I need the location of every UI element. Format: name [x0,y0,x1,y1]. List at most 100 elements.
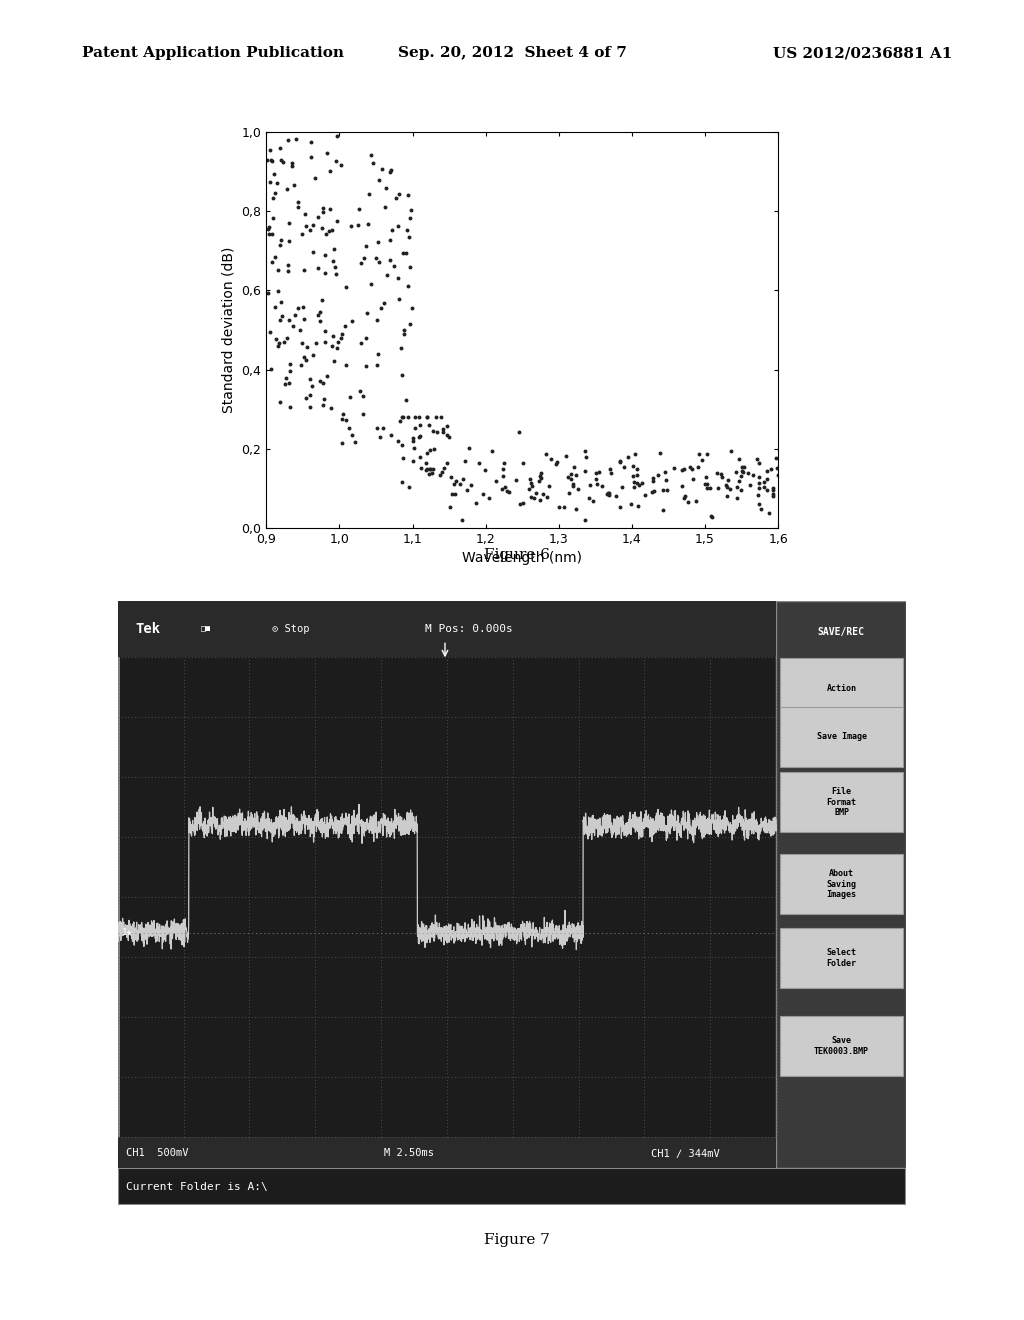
Point [343,215,359,236]
Point [317,263,334,284]
Point [558,446,574,467]
Point [496,453,512,474]
Point [756,477,772,498]
Text: About
Saving
Images: About Saving Images [826,870,857,899]
Point [495,458,511,479]
Text: □■: □■ [201,624,211,634]
FancyBboxPatch shape [780,659,903,718]
Point [369,417,385,438]
Point [305,215,322,236]
Point [750,484,766,506]
Point [600,482,616,503]
Point [532,490,549,511]
Point [329,211,345,232]
Point [271,309,288,330]
Point [434,418,451,440]
Point [260,223,276,244]
Point [731,470,748,491]
Point [422,440,438,461]
Point [656,461,673,482]
Text: CH1 ∕ 344mV: CH1 ∕ 344mV [651,1148,720,1158]
Point [261,139,278,160]
Point [599,483,615,504]
Point [682,457,698,478]
Point [419,407,435,428]
Point [302,397,318,418]
Point [328,150,344,172]
Point [532,466,549,487]
Point [344,425,360,446]
Point [538,444,554,465]
Point [285,153,301,174]
Point [629,458,645,479]
Text: CH1  500mV: CH1 500mV [126,1148,188,1158]
Point [683,458,699,479]
Point [769,458,785,479]
Point [357,235,374,256]
Point [444,484,461,506]
Point [751,494,767,515]
Point [561,482,578,503]
Point [412,407,428,428]
Point [740,462,757,483]
Point [274,152,291,173]
Point [723,440,739,461]
Text: Figure 6: Figure 6 [484,548,550,562]
Point [296,203,312,224]
Point [354,385,371,407]
FancyBboxPatch shape [118,601,776,657]
Point [373,297,389,318]
Point [325,325,341,346]
Point [398,242,415,263]
Text: Save
TEK0003.BMP: Save TEK0003.BMP [814,1036,869,1056]
Point [442,467,459,488]
Point [369,355,385,376]
Point [548,454,564,475]
Point [447,470,464,491]
Point [588,469,604,490]
Point [563,463,580,484]
Point [280,178,296,199]
Text: Sep. 20, 2012  Sheet 4 of 7: Sep. 20, 2012 Sheet 4 of 7 [397,46,627,61]
Point [523,486,540,507]
Point [398,389,415,411]
Point [382,249,398,271]
Point [765,486,781,507]
Point [404,430,421,451]
Point [734,461,751,482]
Point [261,321,278,342]
Point [440,426,457,447]
Point [260,219,276,240]
Point [295,297,311,318]
Point [644,482,660,503]
Point [753,498,769,519]
Text: File
Format
BMP: File Format BMP [826,787,857,817]
Point [426,438,442,459]
Point [419,458,435,479]
Point [281,213,297,234]
Point [713,463,729,484]
Point [377,197,393,218]
Point [280,261,296,282]
Point [578,441,594,462]
Point [428,407,444,428]
Point [308,333,325,354]
Point [577,510,593,531]
Point [459,479,475,500]
Point [286,174,302,195]
FancyBboxPatch shape [780,1016,903,1076]
Point [709,462,725,483]
Text: M 2.50ms: M 2.50ms [384,1148,434,1158]
Point [288,129,304,150]
Point [625,466,641,487]
Point [526,488,543,510]
Point [751,466,767,487]
Point [463,474,479,495]
Point [337,315,353,337]
Point [439,424,456,445]
Point [361,183,378,205]
Point [302,368,318,389]
Point [272,150,289,172]
Point [499,480,515,502]
Point [296,347,312,368]
